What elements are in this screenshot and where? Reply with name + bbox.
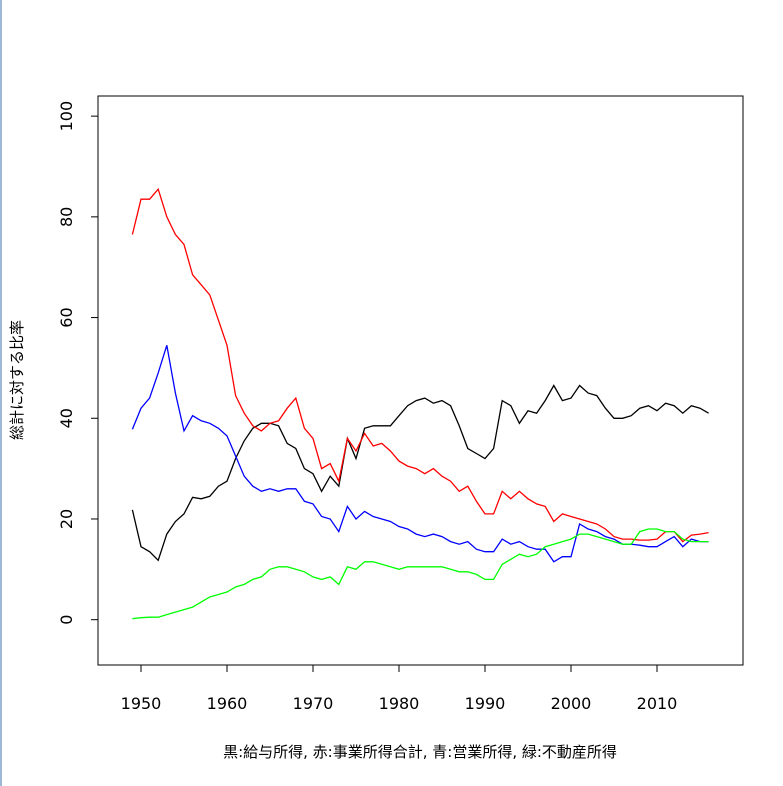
y-tick-label: 20 (57, 509, 76, 529)
y-tick-label: 80 (57, 207, 76, 227)
y-axis-title: 総計に対する比率 (8, 320, 26, 440)
series-line-0 (131, 384, 709, 562)
x-tick-label: 1960 (207, 694, 248, 713)
y-tick-label: 40 (57, 408, 76, 428)
y-tick-label: 60 (57, 307, 76, 327)
x-tick-label: 2010 (637, 694, 678, 713)
x-tick-label: 2000 (551, 694, 592, 713)
x-axis: 1950 1960 1970 1980 1990 2000 2010 (121, 664, 678, 713)
x-tick-label: 1950 (121, 694, 162, 713)
x-axis-title: 黒:給与所得, 赤:事業所得合計, 青:営業所得, 緑:不動産所得 (223, 743, 617, 761)
y-tick-label: 0 (57, 615, 76, 625)
series-line-3 (132, 528, 709, 620)
x-tick-label: 1970 (293, 694, 334, 713)
y-tick-label: 100 (57, 101, 76, 132)
series-line-1 (131, 187, 709, 543)
series-line-2 (131, 345, 709, 563)
x-tick-label: 1980 (379, 694, 420, 713)
series-layer (131, 187, 709, 620)
plot-frame (97, 95, 744, 666)
y-axis: 0 20 40 60 80 100 (57, 101, 99, 625)
window-frame-edge (0, 0, 2, 786)
x-tick-label: 1990 (465, 694, 506, 713)
